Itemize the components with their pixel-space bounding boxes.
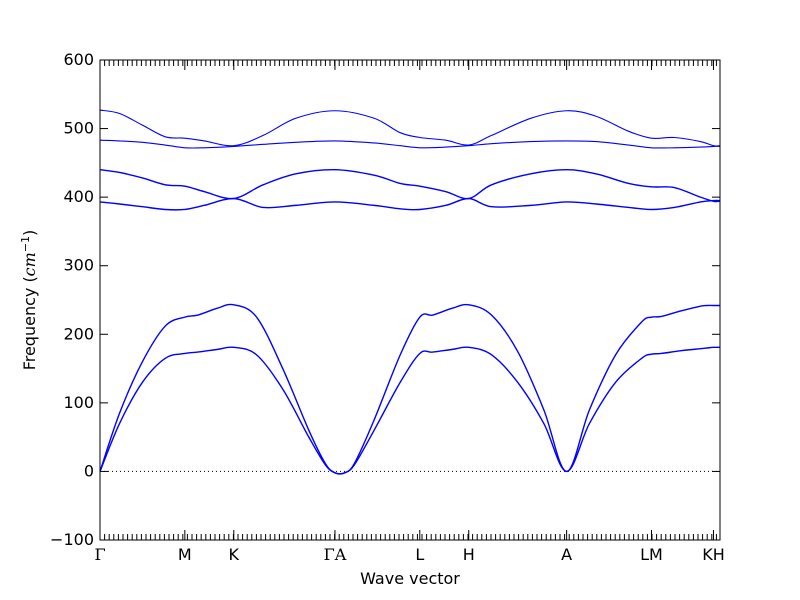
y-axis-title: Frequency (cm−1) [19,230,39,371]
x-axis-title: Wave vector [360,569,460,588]
x-tick-label: ΓA [324,545,347,564]
series-line-2 [99,303,720,475]
x-tick-label: KH [702,545,725,564]
x-tick-label: LM [640,545,663,564]
y-tick-label: 300 [63,256,94,275]
y-axis-title-unit: cm [20,252,39,276]
plot-frame [99,59,721,541]
y-tick-label: 500 [63,119,94,138]
tick-labels: −100 0 100 200 300 400 500 600 Γ M K ΓA L H A LM KH [50,50,725,564]
y-axis-title-close: ) [20,230,39,236]
series-line-5 [99,139,721,149]
series-line-3 [99,197,721,211]
y-tick-label: 400 [63,187,94,206]
x-tick-label: K [229,545,240,564]
x-tick-label: Γ [94,545,105,564]
x-tick-label: L [415,545,424,564]
series-line-1 [99,346,721,475]
y-tick-label: 0 [84,461,94,480]
y-tick-label: 600 [63,50,94,69]
plot-area [99,109,721,475]
y-tick-label: −100 [50,530,94,549]
y-axis-title-main: Frequency ( [20,276,39,370]
series-group [99,109,721,475]
ticks-group [99,59,720,541]
x-tick-label: A [561,545,572,564]
y-axis-title-exponent: −1 [19,236,32,252]
x-tick-label: M [178,545,192,564]
y-tick-label: 200 [63,324,94,343]
y-tick-label: 100 [63,393,94,412]
series-line-6 [99,109,721,147]
series-line-4 [99,169,721,203]
x-tick-label: H [463,545,475,564]
